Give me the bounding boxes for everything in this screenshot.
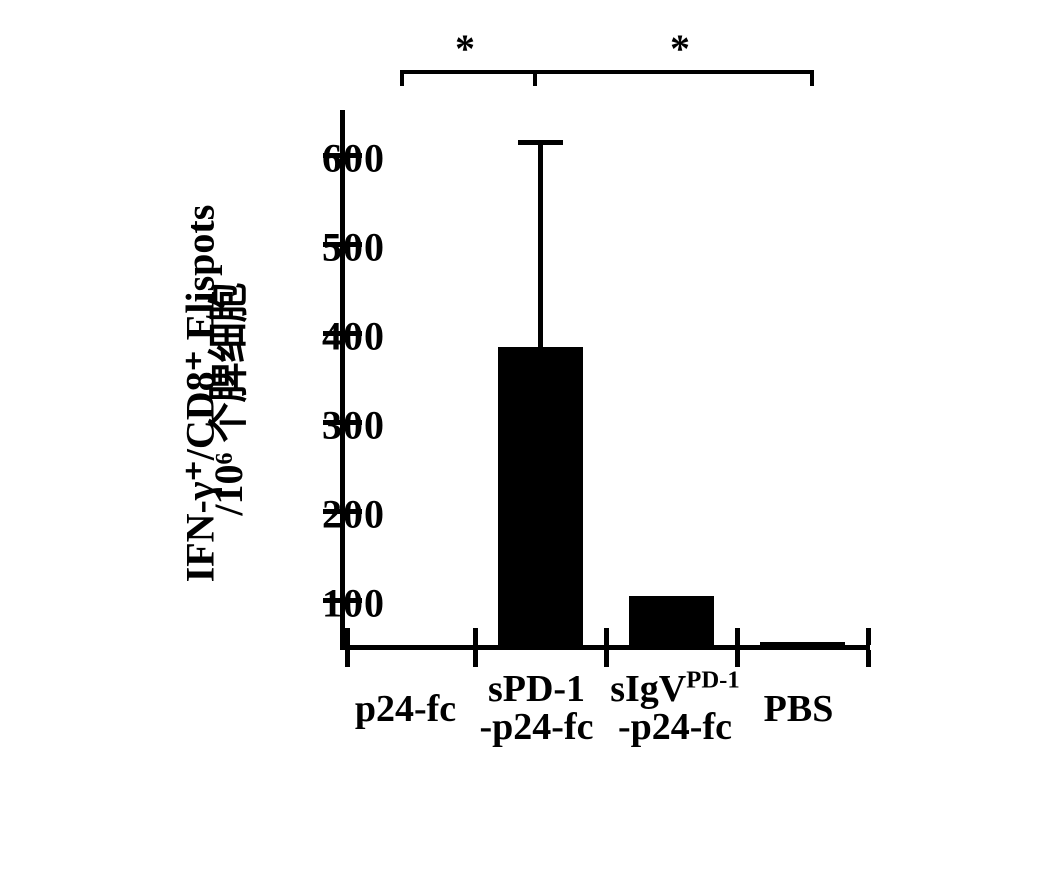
xtick-2 [604, 650, 609, 667]
xlabel-sigv-l2: -p24-fc [618, 706, 732, 748]
yticklabel-600: 600 [322, 135, 385, 182]
xtick-4 [866, 650, 871, 667]
xlabel-pbs: PBS [733, 690, 864, 728]
xlabel-sigv: sIgVPD-1 -p24-fc [595, 670, 755, 746]
yticklabel-500: 500 [322, 224, 385, 271]
ylabel-text-2: /10⁶ 个脾细胞 [206, 282, 251, 515]
errorbar-spd1-line [538, 142, 543, 347]
xtick-0 [345, 650, 350, 667]
significance-star-2: * [670, 25, 690, 72]
xlabel-p24fc: p24-fc [340, 690, 471, 728]
significance-tick-mid [533, 70, 537, 86]
xlabel-sigv-l1: sIgVPD-1 [610, 668, 740, 710]
xtick-in-0 [345, 628, 350, 645]
xtick-in-1 [473, 628, 478, 645]
significance-tick-right [810, 70, 814, 86]
xlabel-spd1-l2: -p24-fc [480, 706, 594, 748]
yticklabel-300: 300 [322, 402, 385, 449]
y-axis-label-line2: /10⁶ 个脾细胞 [196, 219, 254, 579]
xlabel-spd1-l1: sPD-1 [488, 668, 585, 710]
significance-tick-left [400, 70, 404, 86]
plot-area: * * [340, 110, 870, 650]
yticklabel-200: 200 [322, 491, 385, 538]
elispot-bar-chart: IFN-γ⁺/CD8⁺ Elispots /10⁶ 个脾细胞 * * [140, 40, 940, 760]
significance-star-1: * [455, 25, 475, 72]
xlabel-spd1: sPD-1 -p24-fc [471, 670, 602, 746]
xtick-in-4 [866, 628, 871, 645]
bar-pbs [760, 642, 845, 645]
yticklabel-400: 400 [322, 313, 385, 360]
bar-spd1-p24fc [498, 347, 583, 645]
errorbar-spd1-cap [518, 140, 563, 145]
xtick-1 [473, 650, 478, 667]
xtick-3 [735, 650, 740, 667]
xtick-in-3 [735, 628, 740, 645]
y-axis-label: IFN-γ⁺/CD8⁺ Elispots /10⁶ 个脾细胞 [140, 110, 260, 650]
bar-sigv-p24fc [629, 596, 714, 645]
xtick-in-2 [604, 628, 609, 645]
xlabel-pbs-l1: PBS [764, 688, 834, 730]
yticklabel-100: 100 [322, 580, 385, 627]
xlabel-p24fc-l1: p24-fc [355, 688, 456, 730]
